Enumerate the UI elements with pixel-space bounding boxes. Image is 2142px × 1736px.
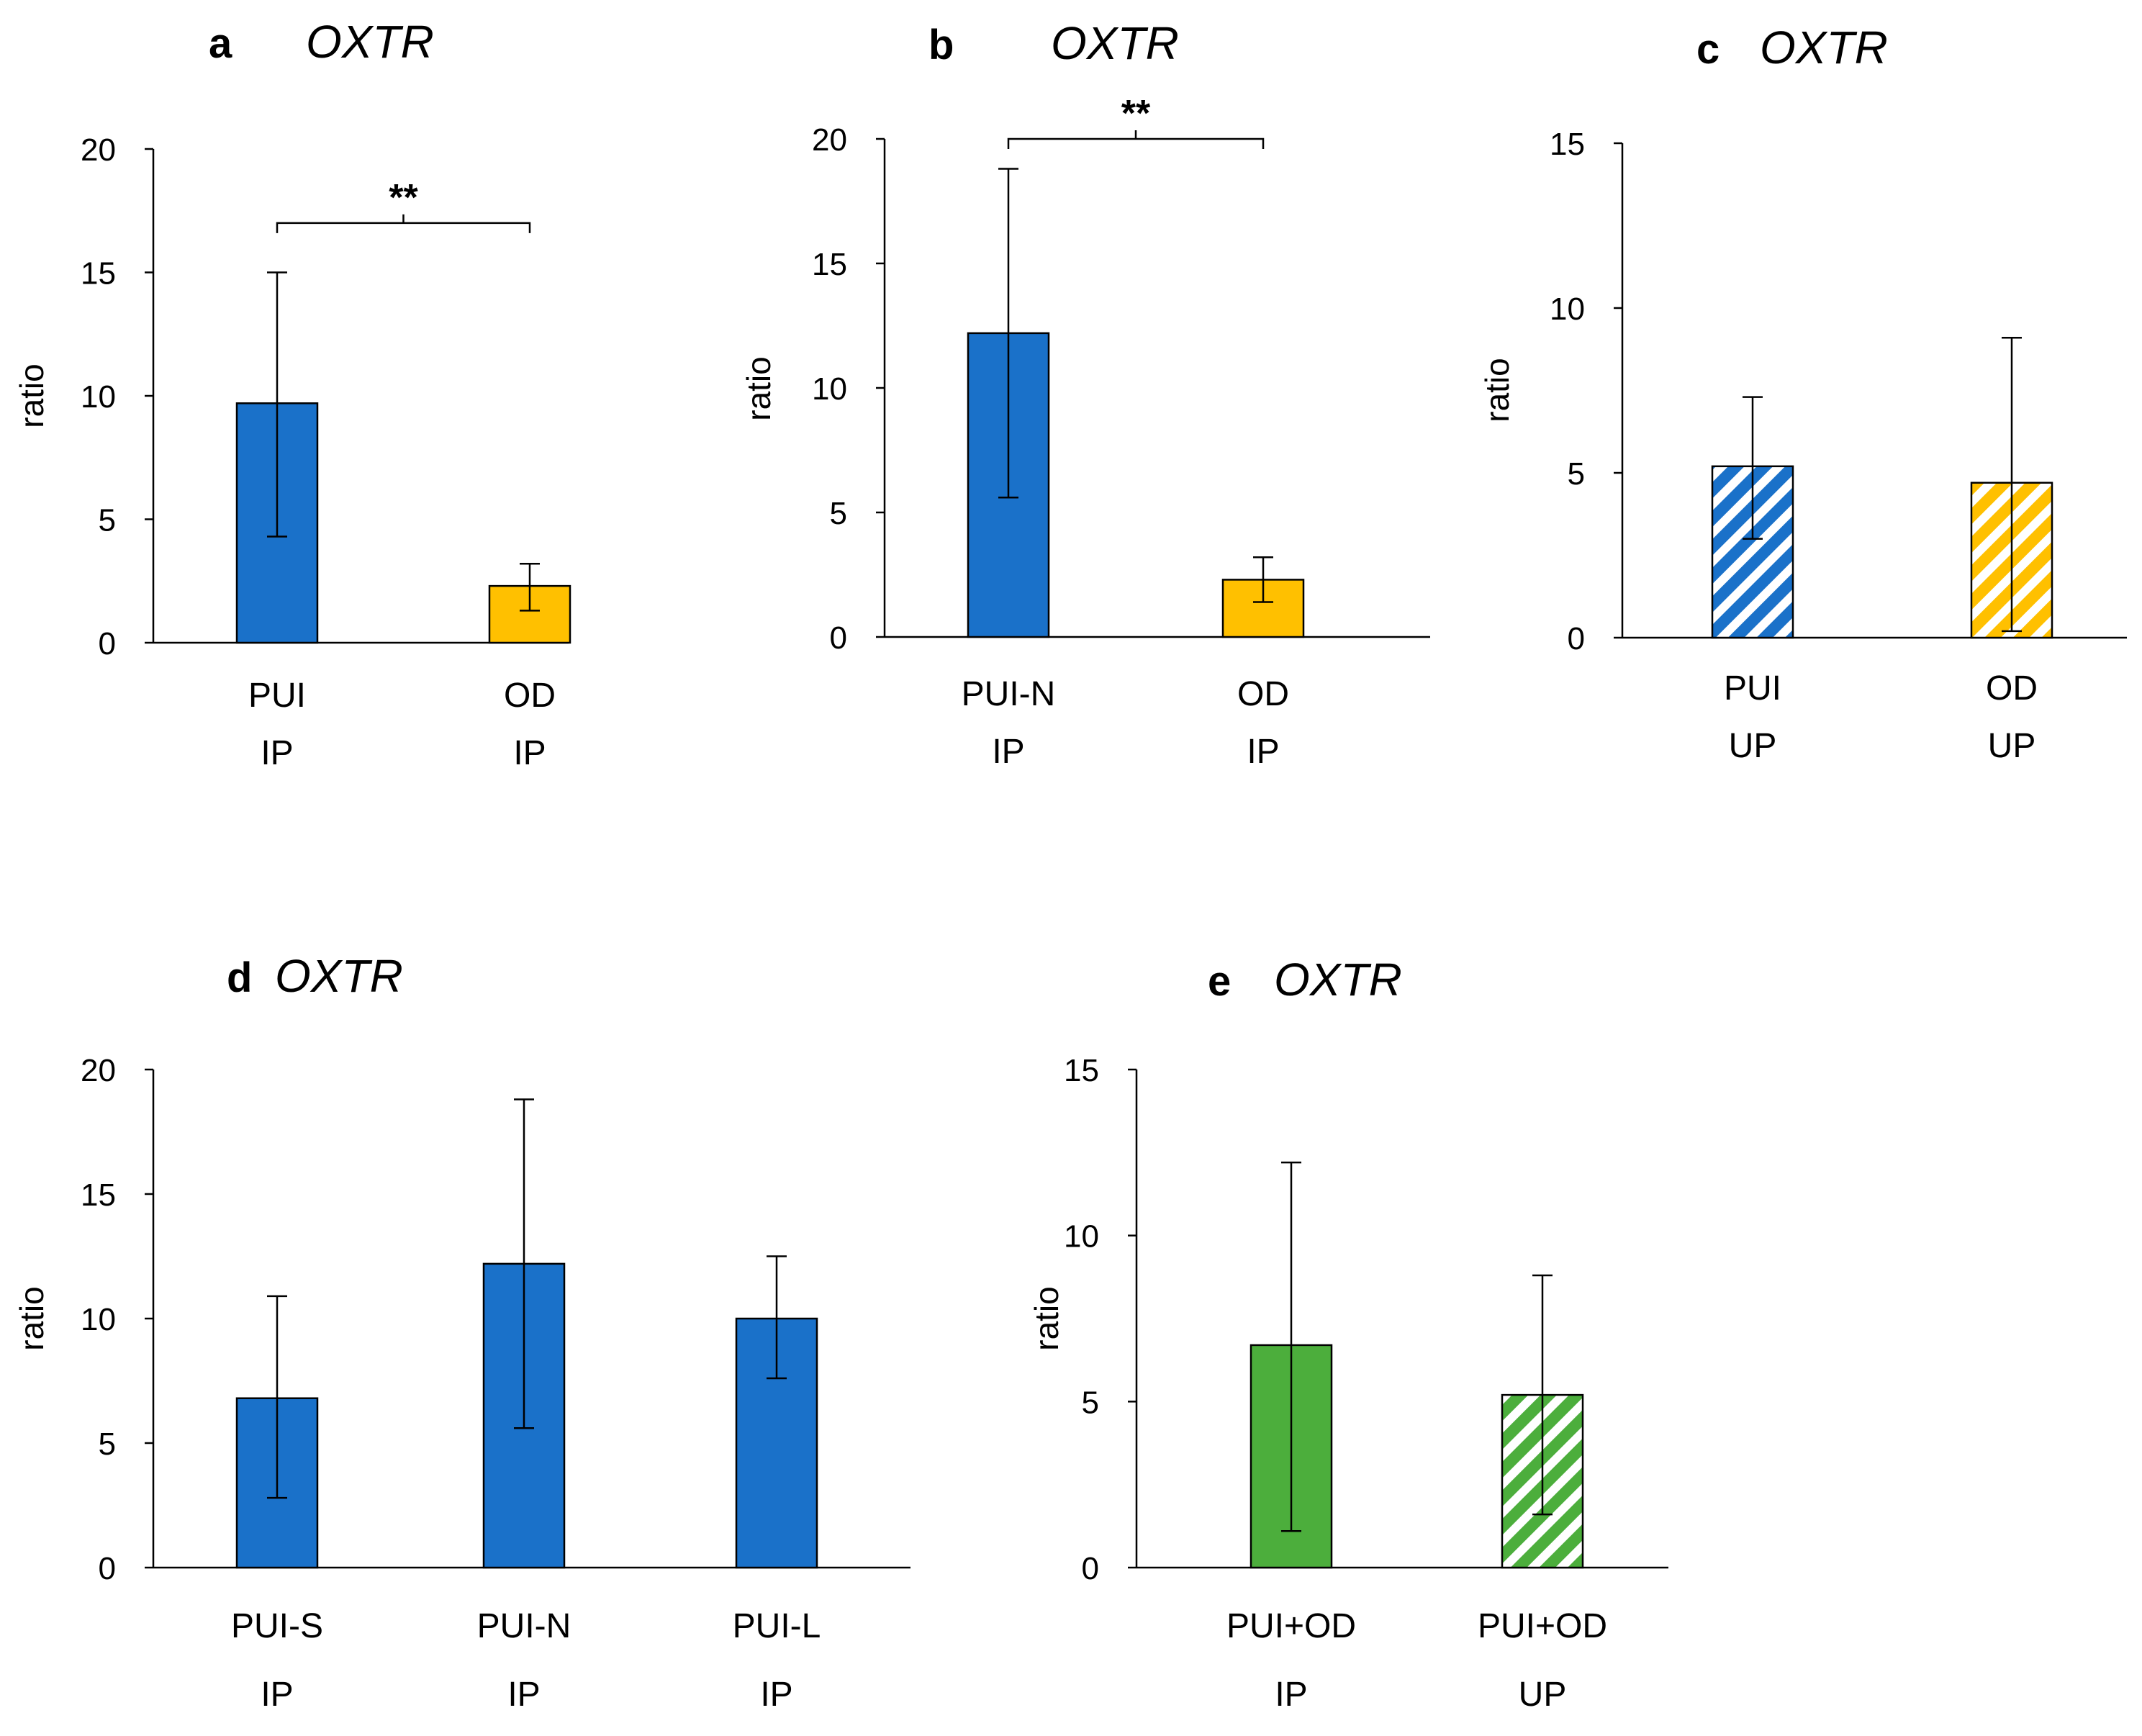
panel-title: OXTR [1274,954,1402,1005]
y-tick-label: 5 [830,496,847,531]
y-tick-label: 0 [830,620,847,656]
category-sublabel: IP [992,733,1024,771]
panel-b: b OXTR ratio 0 5 10 15 20 PUI-N IP OD IP ** [740,17,1430,771]
category-sublabel: UP [1519,1676,1567,1714]
category-sublabel: IP [261,1676,293,1714]
category-sublabel: UP [1988,727,2036,765]
y-tick-label: 0 [1568,621,1585,656]
y-axis-label: ratio [1028,1286,1065,1350]
category-label: PUI-L [733,1607,821,1645]
y-tick-label: 15 [81,1177,116,1213]
y-tick-label: 15 [1550,127,1585,162]
significance-bracket [1007,130,1265,149]
panel-letter-d: d [227,954,252,1001]
panel-letter-b: b [928,22,954,68]
y-tick-label: 0 [99,626,116,661]
category-sublabel: IP [1247,733,1279,771]
category-label: PUI [248,677,306,715]
y-axis-label: ratio [13,1286,50,1350]
y-tick-label: 0 [99,1551,116,1586]
category-label: OD [1237,675,1289,713]
y-tick-label: 10 [1064,1219,1099,1254]
y-axis-label: ratio [1478,358,1516,422]
category-sublabel: IP [760,1676,792,1714]
y-tick-label: 5 [99,1427,116,1462]
panel-title: OXTR [1051,17,1179,69]
y-tick-label: 20 [81,1053,116,1088]
category-label: PUI [1724,669,1781,707]
category-sublabel: IP [261,734,293,772]
y-tick-label: 5 [99,503,116,538]
category-sublabel: UP [1729,727,1777,765]
significance-bracket [276,214,531,233]
panel-letter-c: c [1696,26,1720,73]
y-tick-label: 10 [81,379,116,415]
panel-title: OXTR [306,16,434,68]
y-tick-label: 15 [812,247,847,282]
panel-e: e OXTR ratio 0 5 10 15 PUI+OD IP PUI+OD UP [1028,954,1668,1714]
significance-label: ** [389,177,418,219]
significance-label: ** [1121,93,1151,135]
y-tick-label: 10 [1550,291,1585,327]
category-label: PUI-N [477,1607,571,1645]
category-label: OD [504,677,556,715]
panel-letter-e: e [1208,958,1231,1005]
y-tick-label: 0 [1082,1551,1099,1586]
category-sublabel: IP [507,1676,540,1714]
category-label: PUI-N [962,675,1056,713]
y-tick-label: 10 [812,371,847,407]
category-label: OD [1986,669,2038,707]
panel-d: d OXTR ratio 0 5 10 15 20 PUI-S IP PUI-N IP PUI-L IP [13,950,910,1714]
panel-title: OXTR [1760,22,1888,73]
panel-c: c OXTR ratio 0 5 10 15 PUI UP OD UP [1478,22,2127,765]
y-axis-label: ratio [740,356,777,420]
y-tick-label: 15 [1064,1053,1099,1088]
category-label: PUI+OD [1226,1607,1356,1645]
y-tick-label: 15 [81,256,116,291]
panel-a: a OXTR ratio 0 5 10 15 20 PUI IP OD IP ** [13,16,571,772]
y-tick-label: 5 [1568,456,1585,492]
panel-title: OXTR [275,950,403,1002]
y-axis-label: ratio [13,363,50,428]
category-label: PUI-S [231,1607,323,1645]
category-label: PUI+OD [1478,1607,1607,1645]
y-tick-label: 20 [812,122,847,158]
panel-letter-a: a [209,20,232,67]
category-sublabel: IP [513,734,546,772]
category-sublabel: IP [1275,1676,1307,1714]
y-tick-label: 20 [81,132,116,168]
y-tick-label: 5 [1082,1385,1099,1420]
y-tick-label: 10 [81,1302,116,1337]
